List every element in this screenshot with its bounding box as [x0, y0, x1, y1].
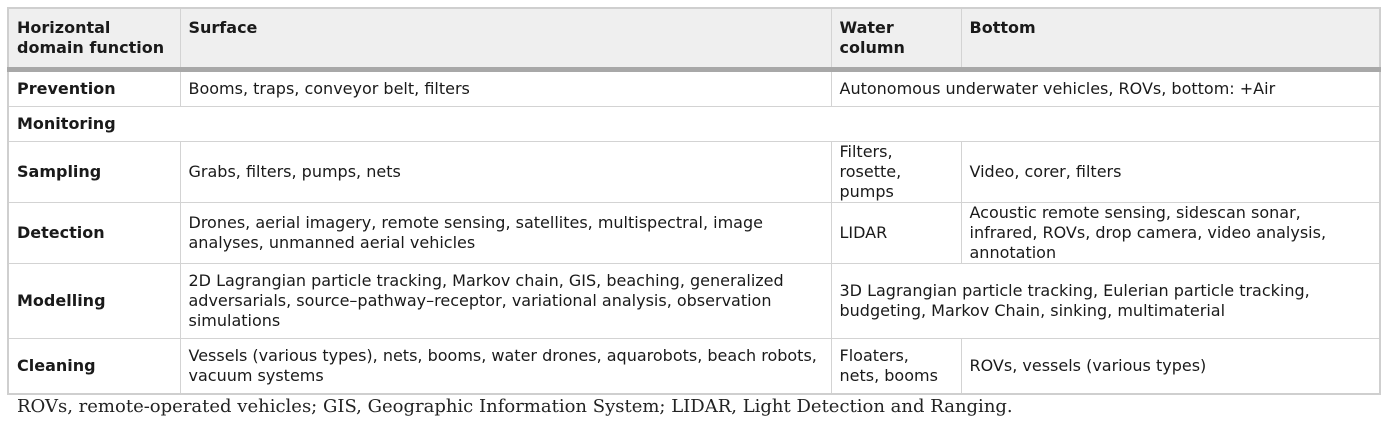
table-container: Horizontal domain function Surface Water…	[7, 7, 1381, 395]
row-label: Detection	[7, 202, 181, 264]
domain-function-table: Horizontal domain function Surface Water…	[7, 7, 1381, 395]
cell-water-bottom: Autonomous underwater vehicles, ROVs, bo…	[830, 69, 1381, 107]
cell-bottom: ROVs, vessels (various types)	[960, 338, 1381, 395]
row-label: Modelling	[7, 263, 181, 339]
row-label: Cleaning	[7, 338, 181, 395]
cell-surface: Drones, aerial imagery, remote sensing, …	[179, 202, 832, 264]
cell-water-column: LIDAR	[830, 202, 962, 264]
row-label: Prevention	[7, 69, 181, 107]
header-surface: Surface	[179, 7, 832, 70]
header-water-column: Water column	[830, 7, 962, 70]
table-row: Sampling Grabs, filters, pumps, nets Fil…	[7, 141, 1381, 203]
cell-water-bottom: 3D Lagrangian particle tracking, Euleria…	[830, 263, 1381, 339]
cell-water-column: Filters, rosette, pumps	[830, 141, 962, 203]
table-row: Monitoring	[7, 106, 1381, 142]
table-row: Cleaning Vessels (various types), nets, …	[7, 338, 1381, 395]
cell-surface: Booms, traps, conveyor belt, filters	[179, 69, 832, 107]
table-row: Modelling 2D Lagrangian particle trackin…	[7, 263, 1381, 339]
cell-surface: 2D Lagrangian particle tracking, Markov …	[179, 263, 832, 339]
cell-surface: Grabs, filters, pumps, nets	[179, 141, 832, 203]
header-bottom: Bottom	[960, 7, 1381, 70]
cell-bottom: Video, corer, filters	[960, 141, 1381, 203]
row-label: Sampling	[7, 141, 181, 203]
row-label: Monitoring	[7, 106, 1381, 142]
cell-surface: Vessels (various types), nets, booms, wa…	[179, 338, 832, 395]
table-header-row: Horizontal domain function Surface Water…	[7, 7, 1381, 70]
cell-bottom: Acoustic remote sensing, sidescan sonar,…	[960, 202, 1381, 264]
header-function: Horizontal domain function	[7, 7, 181, 70]
table-row: Detection Drones, aerial imagery, remote…	[7, 202, 1381, 264]
table-row: Prevention Booms, traps, conveyor belt, …	[7, 69, 1381, 107]
cell-water-column: Floaters, nets, booms	[830, 338, 962, 395]
table-footnote: ROVs, remote-operated vehicles; GIS, Geo…	[17, 396, 1013, 417]
